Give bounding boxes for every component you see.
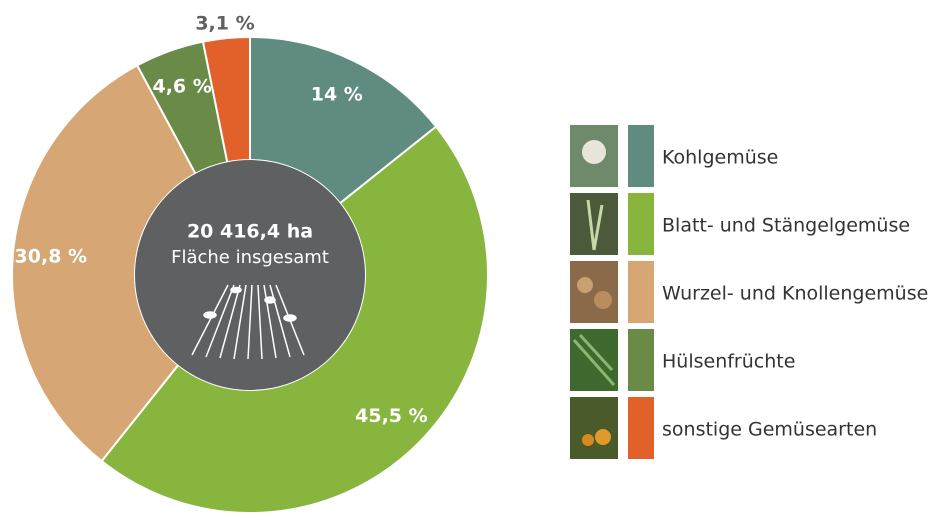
center-subtitle: Fläche insgesamt — [171, 247, 329, 268]
chart: 20 416,4 ha Fläche insgesamt 14 % Kohlgem… — [0, 0, 936, 516]
center-title: 20 416,4 ha — [187, 221, 313, 243]
legend-photos — [570, 125, 618, 459]
legend-label: Blatt- und Stängelgemüse — [662, 215, 910, 237]
legend-label: Kohlgemüse — [662, 147, 778, 169]
legend-label: sonstige Gemüsearten — [662, 419, 877, 441]
value-label: 30,8 % — [15, 246, 88, 268]
legend-swatch — [628, 397, 654, 459]
legend-swatch — [628, 329, 654, 391]
value-label: 14 % — [311, 83, 363, 105]
legend-swatch — [628, 193, 654, 255]
legend-label: Hülsenfrüchte — [662, 351, 795, 373]
legend-swatch — [628, 261, 654, 323]
value-label: 4,6 % — [152, 75, 211, 97]
legend-swatch — [628, 125, 654, 187]
value-label: 45,5 % — [355, 405, 428, 427]
center-disc — [135, 160, 365, 390]
legend-label: Wurzel- und Knollengemüse — [662, 283, 928, 305]
value-label: 3,1 % — [195, 13, 254, 35]
